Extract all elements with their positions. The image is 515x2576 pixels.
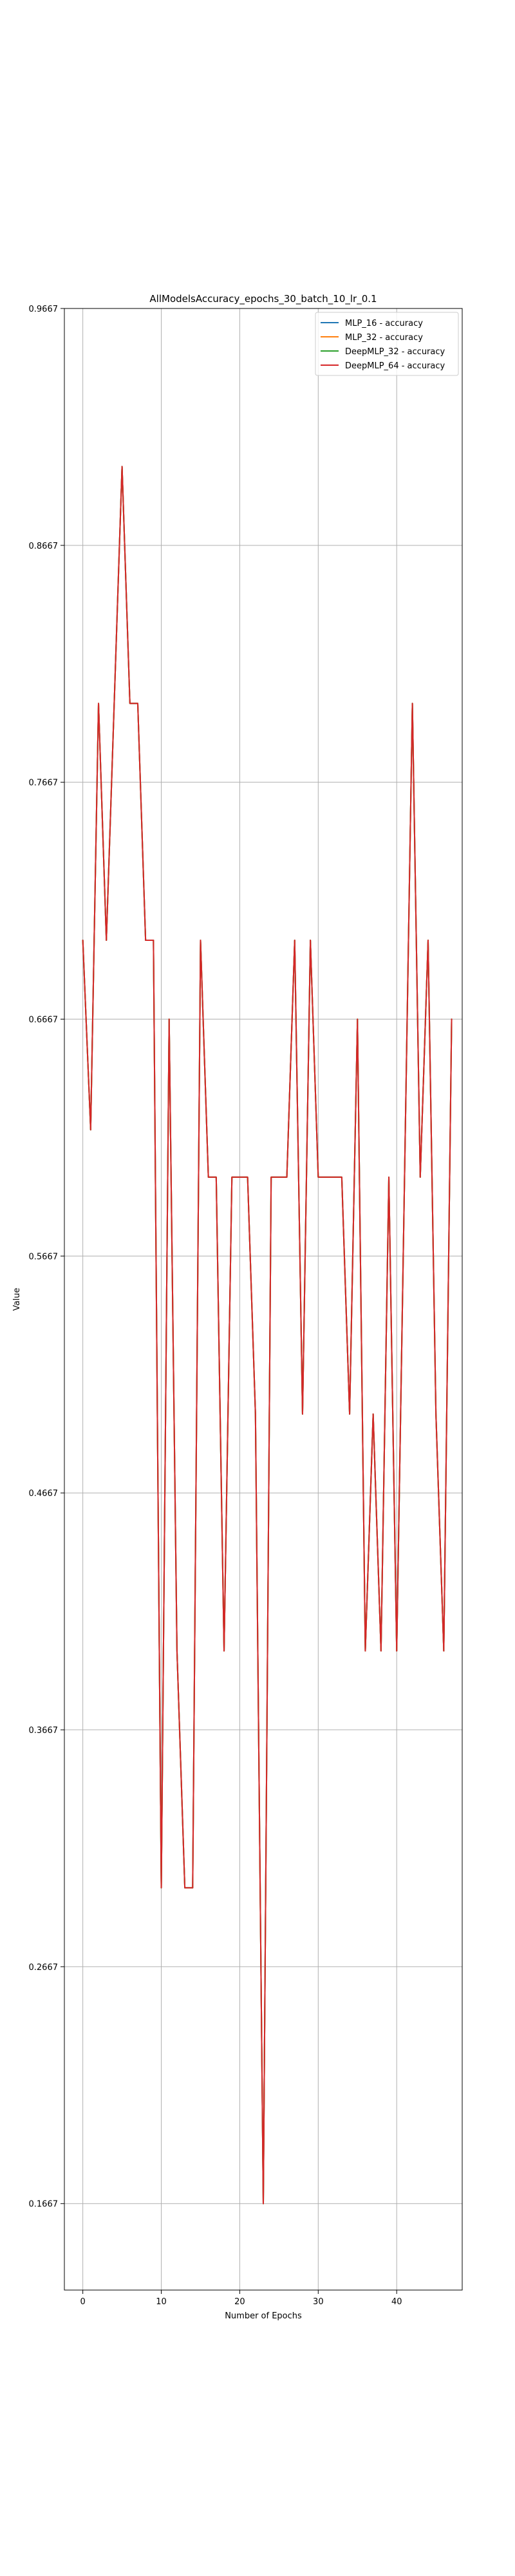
series-line-4 [82, 466, 453, 2204]
x-tick-label: 10 [156, 2297, 167, 2307]
y-tick-label: 0.3667 [29, 1726, 59, 1736]
series-lines [82, 466, 453, 2204]
x-tick-label: 30 [313, 2297, 324, 2307]
y-tick-label: 0.5667 [29, 1252, 59, 1262]
grid-lines [64, 308, 462, 2290]
y-tick-label: 0.7667 [29, 779, 59, 788]
y-tick-label: 0.1667 [29, 2200, 59, 2210]
y-tick-label: 0.9667 [29, 305, 59, 314]
y-tick-label: 0.4667 [29, 1489, 59, 1499]
legend-label: MLP_16 - accuracy [345, 319, 423, 328]
legend: MLP_16 - accuracy MLP_32 - accuracy DeepML… [315, 312, 459, 376]
legend-label: DeepMLP_64 - accuracy [345, 361, 445, 371]
y-tick-label: 0.6667 [29, 1016, 59, 1025]
legend-box [315, 312, 459, 376]
chart-title: AllModelsAccuracy_epochs_30_batch_10_lr_… [149, 293, 377, 305]
x-axis-ticks: 0 10 20 30 40 [80, 2290, 402, 2307]
legend-label: DeepMLP_32 - accuracy [345, 347, 445, 357]
x-tick-label: 0 [80, 2297, 86, 2307]
y-tick-label: 0.8667 [29, 542, 59, 551]
x-tick-label: 20 [234, 2297, 245, 2307]
x-tick-label: 40 [391, 2297, 402, 2307]
legend-label: MLP_32 - accuracy [345, 333, 423, 343]
y-axis-ticks: 0.1667 0.2667 0.3667 0.4667 0.5667 0.6667 0.76… [29, 305, 64, 2210]
y-axis-title: Value [12, 1288, 22, 1311]
x-axis-title: Number of Epochs [225, 2311, 302, 2321]
y-tick-label: 0.2667 [29, 1963, 59, 1973]
plot-frame [64, 308, 463, 2291]
plot-area [64, 308, 462, 2290]
